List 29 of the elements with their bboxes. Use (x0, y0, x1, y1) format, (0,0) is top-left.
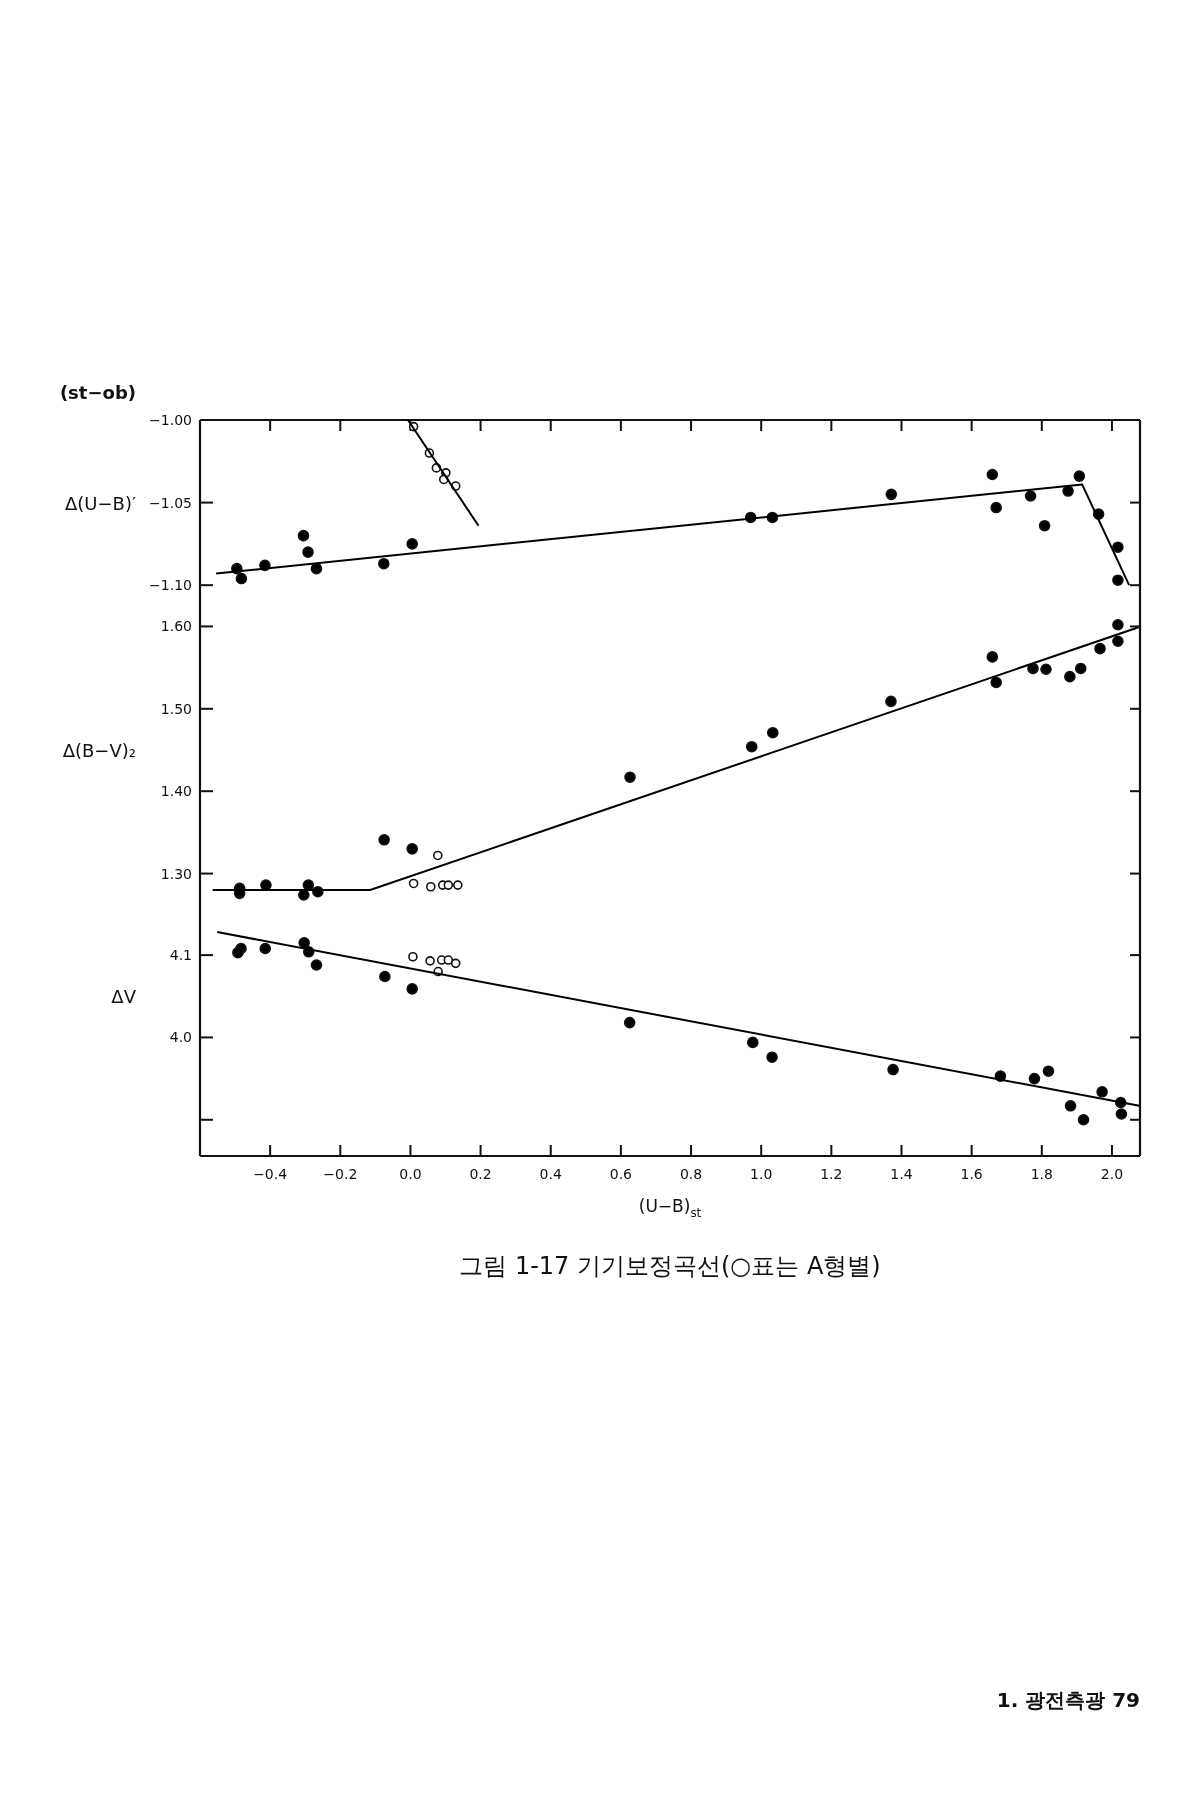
x-tick-label: −0.2 (323, 1166, 358, 1182)
x-tick-label: 0.4 (539, 1166, 562, 1182)
text: (st−ob) (59, 381, 136, 403)
x-tick-label: 1.2 (820, 1166, 843, 1182)
y-tick-label: 4.1 (169, 947, 192, 964)
x-tick-label: 1.6 (960, 1166, 983, 1182)
caption: 그림 1-17 기기보정곡선(○표는 A형별) (459, 1252, 881, 1280)
text: 1. 광전측광 79 (996, 1688, 1140, 1712)
x-tick-label: 1.8 (1030, 1166, 1053, 1182)
y-axis-title: Δ(U−B)′ (64, 492, 136, 514)
x-tick-label: 0.6 (609, 1166, 633, 1182)
x-tick-label: 0.2 (469, 1166, 492, 1182)
y-tick-label: −1.00 (149, 412, 192, 428)
y-tick-label: −1.05 (149, 494, 192, 511)
y-axis-title: ΔV (111, 985, 137, 1007)
x-tick-label: 0.8 (679, 1166, 703, 1182)
y-tick-label: 1.50 (160, 700, 192, 717)
x-tick-label: 2.0 (1100, 1166, 1124, 1182)
y-tick-label: 1.30 (160, 865, 192, 882)
y-tick-label: −1.10 (149, 577, 192, 594)
x-tick-label: 1.4 (890, 1166, 913, 1182)
x-tick-label: −0.4 (253, 1166, 288, 1182)
y-tick-label: 4.0 (169, 1029, 192, 1046)
x-tick-label: 0.0 (399, 1166, 422, 1182)
x-axis-title: (U−B)$_{st}$ (638, 1196, 702, 1220)
y-axis-title: Δ(B−V)₂ (62, 739, 136, 761)
y-tick-label: 1.60 (160, 618, 192, 635)
y-tick-label: 1.40 (160, 783, 192, 800)
x-tick-label: 1.0 (750, 1166, 773, 1182)
